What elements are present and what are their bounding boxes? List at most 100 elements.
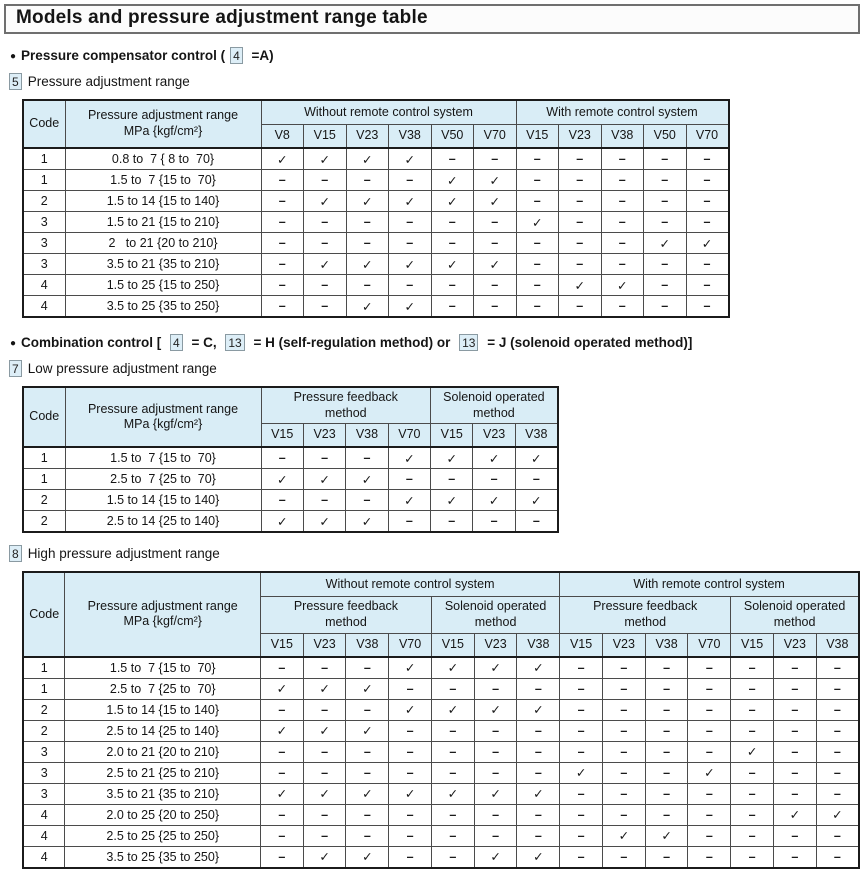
range-cell: 0.8 to 7 { 8 to 70}	[64, 147, 262, 170]
dash-mark: –	[516, 719, 561, 742]
dash-mark: –	[559, 677, 603, 700]
check-mark: ✓	[514, 489, 559, 512]
model-column-header: V15	[515, 124, 559, 149]
pressure-adjustment-range-table: Code Pressure adjustment range MPa {kgf/cm…	[22, 99, 730, 318]
dash-mark: –	[815, 782, 860, 805]
dash-mark: –	[644, 719, 689, 742]
check-mark: ✓	[473, 782, 518, 805]
dash-mark: –	[473, 740, 518, 763]
dash-mark: –	[260, 190, 304, 212]
dash-mark: –	[473, 803, 518, 826]
dash-mark: –	[644, 698, 689, 721]
group-header: Without remote control system	[259, 571, 561, 598]
dash-mark: –	[687, 803, 732, 826]
dash-mark: –	[472, 468, 516, 491]
dash-mark: –	[772, 782, 817, 805]
group-header: Solenoid operated method	[730, 596, 860, 634]
bullet-icon: ●	[10, 337, 17, 349]
dash-mark: –	[815, 677, 860, 700]
range-header-line2: MPa {kgf/cm²}	[123, 614, 202, 629]
table-row: 2 2.5 to 14 {25 to 140} ✓ ✓ ✓ – – – –	[22, 510, 559, 533]
heading-text: =A)	[247, 48, 274, 63]
code-cell: 2	[22, 719, 66, 742]
dash-mark: –	[430, 824, 475, 847]
dash-mark: –	[730, 719, 774, 742]
group-header: With remote control system	[515, 99, 729, 125]
range-cell: 2.5 to 7 {25 to 70}	[64, 677, 261, 700]
check-mark: ✓	[345, 510, 389, 533]
check-mark: ✓	[558, 274, 602, 296]
dash-mark: –	[643, 211, 687, 233]
item-8-box: 8	[9, 545, 22, 563]
check-mark: ✓	[388, 190, 432, 212]
dash-mark: –	[260, 274, 304, 296]
table-row: 3 1.5 to 21 {15 to 210} – – – – – – ✓ – – – –	[22, 211, 729, 233]
dash-mark: –	[600, 253, 644, 275]
dash-mark: –	[815, 656, 860, 679]
check-mark: ✓	[601, 824, 646, 847]
dash-mark: –	[473, 761, 518, 784]
range-cell: 3.5 to 25 {35 to 250}	[64, 295, 262, 318]
range-cell: 1.5 to 14 {15 to 140}	[64, 698, 261, 721]
check-mark: ✓	[473, 169, 517, 191]
code-cell: 2	[22, 190, 66, 212]
dash-mark: –	[345, 232, 389, 254]
dash-mark: –	[430, 232, 474, 254]
dash-mark: –	[515, 253, 559, 275]
dash-mark: –	[600, 295, 644, 318]
dash-mark: –	[515, 190, 559, 212]
dash-mark: –	[643, 190, 687, 212]
dash-mark: –	[815, 698, 860, 721]
check-mark: ✓	[473, 253, 517, 275]
check-mark: ✓	[772, 803, 817, 826]
code-cell: 2	[22, 489, 66, 512]
item-5-box: 5	[9, 73, 22, 90]
dash-mark: –	[430, 761, 475, 784]
code-cell: 4	[22, 845, 66, 868]
dash-mark: –	[643, 169, 687, 191]
range-cell: 3.5 to 21 {35 to 210}	[64, 782, 261, 805]
check-mark: ✓	[302, 719, 347, 742]
dash-mark: –	[516, 740, 561, 763]
check-mark: ✓	[388, 782, 432, 805]
dash-mark: –	[388, 211, 432, 233]
model-column-header: V15	[559, 632, 603, 657]
dash-mark: –	[687, 698, 732, 721]
code-cell: 1	[22, 468, 66, 491]
dash-mark: –	[730, 698, 774, 721]
model-column-header: V38	[600, 124, 644, 149]
check-mark: ✓	[303, 253, 347, 275]
dash-mark: –	[601, 740, 646, 763]
table-row: 2 2.5 to 14 {25 to 140} ✓ ✓ ✓ – – – – – – – – – – –	[22, 719, 860, 742]
check-mark: ✓	[559, 761, 603, 784]
table-row: 1 2.5 to 7 {25 to 70} ✓ ✓ ✓ – – – –	[22, 468, 559, 491]
dash-mark: –	[772, 677, 817, 700]
dash-mark: –	[303, 211, 347, 233]
code-column-header: Code	[22, 99, 66, 149]
dash-mark: –	[388, 740, 432, 763]
group-header: Without remote control system	[260, 99, 517, 125]
dash-mark: –	[558, 169, 602, 191]
table-row: 2 1.5 to 14 {15 to 140} – – – ✓ ✓ ✓ ✓	[22, 489, 559, 512]
check-mark: ✓	[345, 677, 390, 700]
dash-mark: –	[430, 468, 474, 491]
check-mark: ✓	[516, 656, 561, 679]
check-mark: ✓	[643, 232, 687, 254]
dash-mark: –	[730, 782, 774, 805]
dash-mark: –	[687, 824, 732, 847]
check-mark: ✓	[430, 698, 475, 721]
model-column-header: V23	[302, 423, 347, 448]
dash-mark: –	[685, 147, 729, 170]
check-mark: ✓	[516, 845, 561, 868]
check-mark: ✓	[345, 147, 389, 170]
check-mark: ✓	[430, 253, 474, 275]
check-mark: ✓	[345, 782, 390, 805]
dash-mark: –	[473, 295, 517, 318]
combination-control-heading: ● Combination control [ 4 = C, 13 = H (s…	[10, 334, 860, 351]
dash-mark: –	[559, 803, 603, 826]
range-cell: 2.5 to 14 {25 to 140}	[64, 510, 262, 533]
dash-mark: –	[260, 253, 304, 275]
code-cell: 3	[22, 782, 66, 805]
model-column-header: V38	[514, 423, 559, 448]
